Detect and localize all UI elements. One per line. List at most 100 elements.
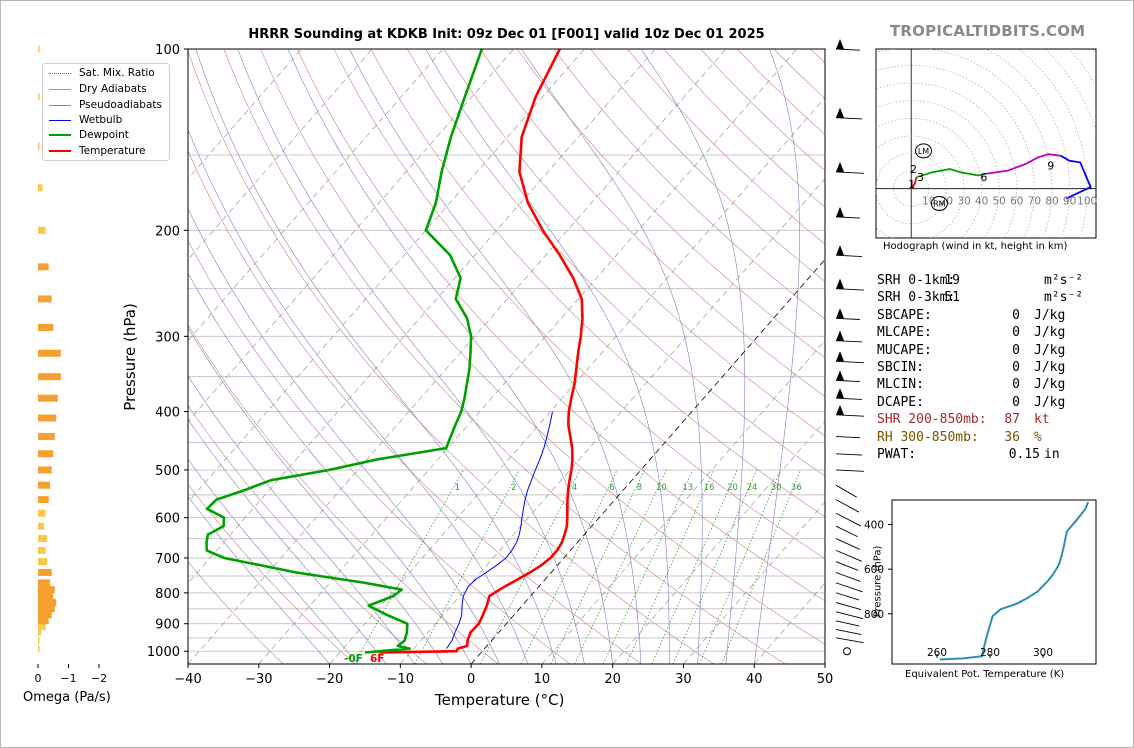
wetbulb-line: [445, 411, 553, 649]
hodo-ring: [876, 49, 1053, 238]
dry-adiabat: [188, 404, 427, 664]
param-label: MLCAPE:: [877, 325, 932, 341]
calm-wind-circle: [843, 647, 851, 656]
param-row: MLCIN: 0 J/kg: [877, 376, 1092, 393]
omega-bar: [38, 184, 43, 192]
wind-barb: [835, 397, 862, 400]
wind-barb: [835, 453, 862, 456]
mixing-ratio-label: 2: [511, 483, 516, 493]
param-unit: J/kg: [1034, 307, 1066, 323]
hodo-tick-label: 60: [1010, 196, 1023, 208]
legend-swatch: [49, 104, 71, 106]
chart-title: HRRR Sounding at KDKB Init: 09z Dec 01 […: [248, 27, 765, 42]
dry-adiabat: [516, 49, 825, 358]
x-tick-label: −30: [245, 672, 272, 687]
mixing-ratio-line: [699, 469, 782, 664]
wind-barb: [835, 436, 860, 439]
dry-adiabat: [188, 240, 571, 664]
pseudoadiabat: [188, 207, 500, 664]
x-tick-label: −40: [174, 672, 201, 687]
isotherm: [188, 49, 585, 503]
wind-barb: [835, 637, 864, 644]
dry-adiabat: [406, 49, 825, 477]
omega-bar: [38, 637, 40, 645]
y-tick-label: 100: [155, 43, 180, 58]
param-value: 0: [1012, 342, 1020, 358]
wind-barb: [835, 288, 864, 291]
theta-y-tick-label: 600: [864, 564, 884, 576]
omega-bar: [38, 349, 61, 357]
wind-barb: [835, 512, 862, 527]
hodo-tick-label: 20: [940, 196, 953, 208]
mixing-ratio-line: [520, 469, 618, 664]
wind-barb-flag: [836, 330, 844, 341]
wind-barb: [835, 572, 861, 582]
param-unit: J/kg: [1034, 342, 1066, 358]
hodo-tick-label: 30: [957, 196, 970, 208]
hodo-lm-marker: [915, 143, 933, 159]
omega-bar: [38, 599, 57, 607]
legend-item: Sat. Mix. Ratio: [49, 65, 155, 81]
omega-bar: [38, 226, 46, 234]
omega-bar: [38, 535, 48, 543]
param-value: 87: [1004, 412, 1020, 428]
legend-swatch: [49, 88, 71, 90]
brand-logo: TROPICALTIDBITS.COM: [890, 22, 1086, 40]
omega-bar: [38, 45, 40, 53]
param-unit: J/kg: [1034, 377, 1066, 393]
isotherm: [188, 49, 373, 261]
mixing-ratio-label: 20: [727, 483, 738, 493]
wind-barb: [835, 592, 860, 601]
hodo-rm-label: RM: [933, 199, 946, 208]
hodo-segment: [984, 153, 1061, 175]
hodo-segment: [910, 176, 918, 190]
wind-barb: [835, 360, 864, 364]
y-axis-label: Pressure (hPa): [121, 303, 139, 411]
theta-y-tick-label: 400: [864, 520, 884, 532]
omega-bar: [38, 93, 40, 101]
omega-bar: [38, 481, 51, 489]
legend-swatch: [49, 134, 71, 136]
pseudoadiabat: [640, 49, 746, 664]
omega-bar: [38, 509, 46, 517]
param-unit: in: [1044, 446, 1060, 462]
dry-adiabat: [223, 49, 786, 664]
hodograph-plot: [876, 49, 1096, 238]
omega-bar: [38, 433, 55, 441]
param-row: SRH 0-1km: 19 m²s⁻²: [877, 272, 1092, 289]
hodo-ring: [876, 153, 947, 225]
pseudoadiabat: [188, 458, 359, 664]
mixing-ratio-label: 1: [455, 483, 460, 493]
param-value: 51: [944, 290, 960, 306]
y-tick-label: 800: [155, 587, 180, 602]
param-row: SRH 0-3km: 51 m²s⁻²: [877, 289, 1092, 306]
legend: Sat. Mix. Ratio Dry Adiabats Pseudoadiab…: [42, 63, 170, 161]
omega-bar: [38, 142, 40, 150]
wind-barb-flag: [836, 351, 844, 362]
param-value: 19: [944, 273, 960, 288]
param-value: 0: [1012, 377, 1020, 393]
mixing-ratio-label: 13: [682, 483, 693, 493]
x-tick-label: −20: [316, 672, 343, 687]
theta-e-y-label: Pressure (hPa): [872, 545, 884, 618]
pseudoadiabat: [188, 418, 387, 664]
wind-barb: [835, 340, 862, 343]
y-tick-label: 200: [155, 224, 180, 239]
theta-x-tick-label: 260: [927, 647, 947, 659]
param-unit: m²s⁻²: [1044, 290, 1084, 306]
omega-bar: [38, 592, 54, 600]
surface-temp-label: 6F: [370, 653, 384, 665]
wind-barb-flag: [836, 245, 844, 256]
wind-barb: [835, 254, 862, 257]
param-row: SBCAPE: 0 J/kg: [877, 307, 1092, 324]
surface-dewpoint-label: -0F: [344, 653, 363, 665]
y-tick-label: 900: [155, 618, 180, 633]
wind-barb-flag: [836, 278, 844, 289]
omega-bar: [38, 496, 49, 504]
pseudoadiabat: [237, 49, 585, 664]
omega-bar: [38, 628, 42, 636]
hodo-tick-label: 50: [993, 196, 1006, 208]
dry-adiabat: [188, 324, 499, 664]
mixing-ratio-line: [602, 469, 694, 664]
